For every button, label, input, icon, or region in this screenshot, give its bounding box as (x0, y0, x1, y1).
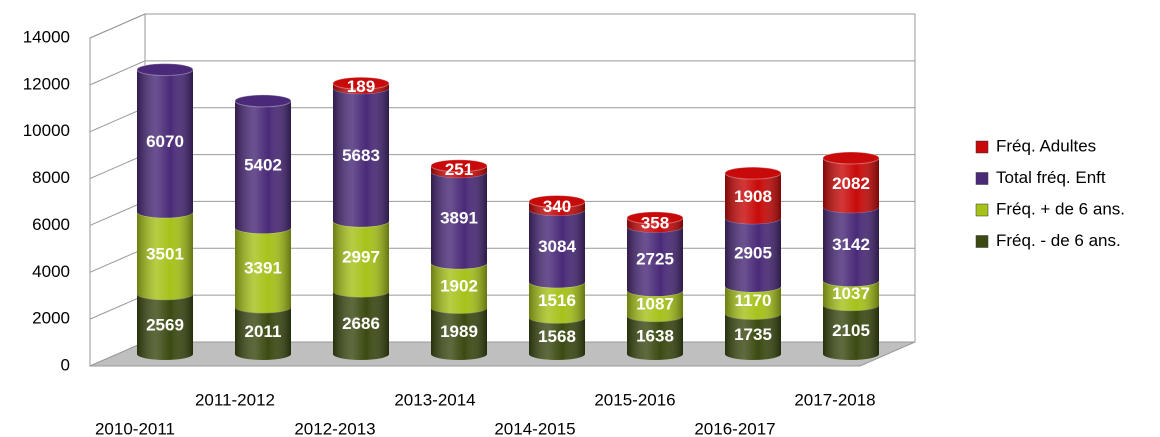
legend-swatch (975, 172, 989, 185)
x-tick-label: 2012-2013 (294, 419, 375, 437)
value-label: 2569 (146, 315, 184, 334)
grid-line (89, 294, 146, 320)
value-label: 1902 (440, 277, 478, 296)
value-label: 3891 (440, 209, 478, 228)
grid-line (89, 107, 146, 133)
value-label: 5683 (342, 146, 380, 165)
cylinder-top (234, 94, 292, 108)
shade (333, 87, 389, 227)
shade (627, 315, 683, 360)
cylinder-top (332, 76, 390, 90)
value-label: 6070 (146, 132, 184, 151)
x-tick-label: 2011-2012 (195, 390, 275, 409)
cylinder-top (430, 159, 488, 173)
value-label: 1638 (636, 326, 674, 345)
value-label: 1908 (734, 187, 772, 206)
legend-label: Fréq. Adultes (996, 136, 1096, 155)
shade (529, 209, 585, 288)
shade (529, 317, 585, 360)
cylinder-top (136, 63, 194, 77)
y-tick-label: 10000 (23, 121, 70, 140)
grid-line (89, 200, 146, 226)
shade (725, 285, 781, 320)
shade (431, 171, 487, 269)
shade (235, 306, 291, 360)
legend-swatch (975, 235, 989, 248)
y-tick-label: 0 (61, 355, 70, 374)
legend-swatch (975, 140, 989, 154)
grid-line (89, 247, 146, 273)
shade (333, 291, 389, 360)
cylinder-top (822, 151, 880, 165)
shade (333, 220, 389, 298)
value-label: 3501 (146, 244, 184, 263)
legend-label: Fréq. - de 6 ans. (996, 231, 1121, 250)
shade (529, 281, 585, 324)
value-label: 358 (641, 214, 669, 233)
shade (823, 206, 879, 287)
shade (725, 173, 781, 224)
shade (823, 280, 879, 311)
legend-swatch (975, 203, 989, 217)
shade (137, 293, 193, 360)
x-tick-label: 2017-2018 (794, 390, 875, 409)
x-tick-label: 2015-2016 (594, 390, 675, 409)
floor (89, 341, 916, 367)
shade (627, 290, 683, 322)
y-tick-label: 4000 (32, 262, 70, 281)
value-label: 2686 (342, 314, 380, 333)
value-label: 2905 (734, 243, 772, 262)
x-tick-label: 2013-2014 (394, 390, 475, 409)
shade (725, 313, 781, 360)
value-label: 1037 (832, 284, 870, 303)
shade (431, 307, 487, 360)
shade (235, 227, 291, 313)
value-label: 1735 (734, 325, 772, 344)
shade (823, 157, 879, 213)
value-label: 2105 (832, 321, 870, 340)
value-label: 2997 (342, 247, 380, 266)
value-label: 3084 (538, 237, 576, 256)
y-tick-label: 14000 (23, 27, 70, 46)
value-label: 5402 (244, 156, 282, 175)
value-label: 189 (347, 77, 375, 96)
value-label: 1170 (735, 291, 772, 310)
shade (627, 226, 683, 297)
value-label: 2011 (245, 322, 282, 341)
shade (725, 217, 781, 292)
shade (137, 211, 193, 300)
value-label: 1516 (538, 291, 576, 310)
grid-line (89, 154, 146, 180)
value-label: 340 (543, 197, 571, 216)
cylinder-top (626, 211, 684, 225)
value-label: 1568 (538, 327, 576, 346)
shade (823, 304, 879, 360)
cylinder-top (724, 166, 782, 180)
y-tick-label: 6000 (32, 215, 70, 234)
shade (431, 262, 487, 314)
shade (137, 69, 193, 218)
value-label: 2725 (636, 250, 674, 269)
value-label: 1087 (636, 294, 674, 313)
y-tick-label: 12000 (23, 74, 70, 93)
grid-line (89, 60, 146, 86)
legend-label: Fréq. + de 6 ans. (996, 199, 1125, 218)
value-label: 3391 (244, 259, 282, 278)
side-wall (89, 13, 146, 367)
x-tick-label: 2016-2017 (694, 419, 775, 437)
cylinder-top (528, 195, 586, 209)
value-label: 251 (445, 160, 473, 179)
value-label: 1989 (440, 322, 478, 341)
y-tick-label: 2000 (32, 309, 70, 328)
x-tick-label: 2010-2011 (95, 419, 175, 437)
legend-label: Total fréq. Enft (996, 168, 1106, 187)
value-label: 2082 (832, 174, 870, 193)
x-tick-label: 2014-2015 (494, 419, 575, 437)
grid-line (89, 13, 146, 39)
shade (235, 100, 291, 234)
value-label: 3142 (832, 235, 870, 254)
y-tick-label: 8000 (32, 168, 70, 187)
